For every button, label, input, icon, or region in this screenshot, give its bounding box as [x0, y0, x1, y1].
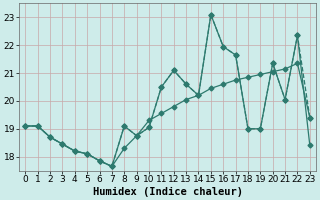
X-axis label: Humidex (Indice chaleur): Humidex (Indice chaleur) [92, 186, 243, 197]
